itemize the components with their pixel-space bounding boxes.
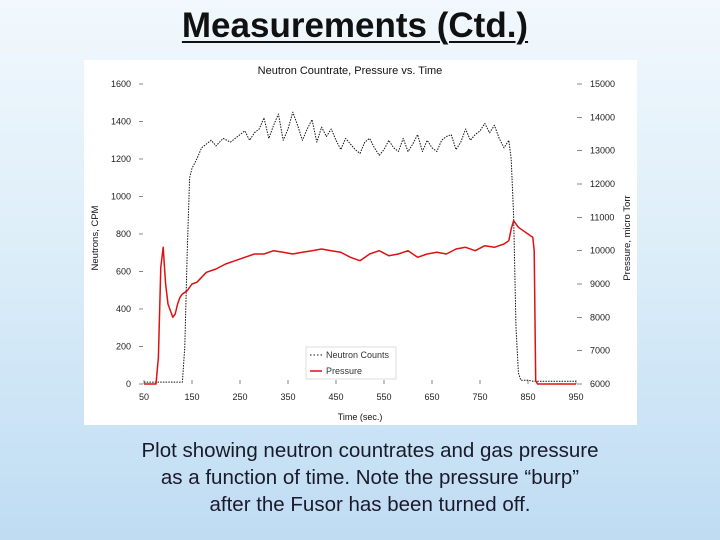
x-tick-label: 750	[472, 392, 487, 402]
y2-tick-label: 7000	[590, 346, 610, 356]
y2-tick-label: 13000	[590, 146, 615, 156]
y2-tick-label: 15000	[590, 79, 615, 89]
caption-line: Plot showing neutron countrates and gas …	[141, 439, 599, 462]
y-tick-label: 200	[116, 342, 131, 352]
y2-tick-label: 9000	[590, 279, 610, 289]
y2-tick-label: 8000	[590, 312, 610, 322]
caption: Plot showing neutron countrates and gas …	[90, 437, 650, 518]
y-tick-label: 1600	[111, 79, 131, 89]
x-tick-label: 650	[424, 392, 439, 402]
y-tick-label: 0	[126, 379, 131, 389]
y2-axis-label: Pressure, micro Torr	[622, 195, 633, 280]
slide-title: Measurements (Ctd.)	[181, 6, 529, 45]
y-tick-label: 400	[116, 304, 131, 314]
y-tick-label: 1400	[111, 117, 131, 127]
x-axis-label: Time (sec.)	[338, 412, 383, 422]
caption-line: as a function of time. Note the pressure…	[160, 466, 580, 489]
x-tick-label: 950	[568, 392, 583, 402]
y2-tick-label: 6000	[590, 379, 610, 389]
y-tick-label: 800	[116, 229, 131, 239]
chart-panel: 0 200 400 600 800 1000 1200 1400 1600 6000 7000 800…	[84, 60, 637, 425]
y-axis-label: Neutrons, CPM	[90, 205, 101, 270]
x-tick-label: 850	[520, 392, 535, 402]
y2-tick-label: 14000	[590, 112, 615, 122]
y2-tick-label: 11000	[590, 212, 614, 222]
pressure-line	[144, 219, 576, 385]
x-tick-label: 350	[280, 392, 295, 402]
y2-tick-label: 10000	[590, 246, 615, 256]
y2-tick-label: 12000	[590, 179, 615, 189]
x-tick-label: 250	[232, 392, 247, 402]
chart: 0 200 400 600 800 1000 1200 1400 1600 6000 7000 800…	[90, 65, 633, 422]
y-tick-label: 600	[116, 267, 131, 277]
chart-title: Neutron Countrate, Pressure vs. Time	[258, 65, 443, 77]
y-tick-label: 1000	[111, 192, 131, 202]
legend-neutron-label: Neutron Counts	[326, 350, 390, 360]
y-tick-label: 1200	[111, 154, 131, 164]
legend-box	[305, 346, 397, 380]
legend-pressure-label: Pressure	[326, 366, 362, 376]
caption-line: after the Fusor has been turned off.	[209, 493, 531, 516]
x-tick-label: 50	[139, 392, 149, 402]
x-tick-label: 550	[376, 392, 391, 402]
x-tick-label: 450	[328, 392, 343, 402]
legend: Neutron Counts Pressure	[305, 346, 397, 380]
x-tick-label: 150	[184, 392, 199, 402]
neutron-counts-line	[144, 111, 576, 383]
